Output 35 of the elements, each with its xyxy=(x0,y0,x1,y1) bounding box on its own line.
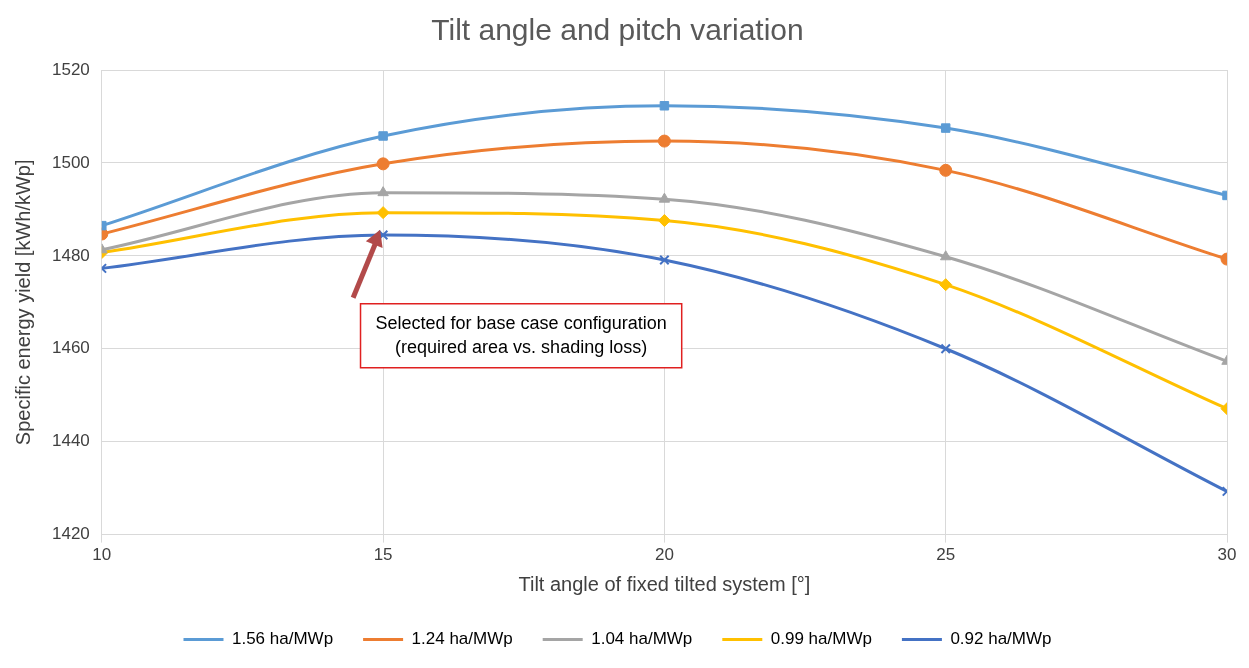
x-tick-label: 25 xyxy=(936,545,956,565)
legend-label: 1.04 ha/MWp xyxy=(591,629,693,649)
point xyxy=(657,214,671,228)
annotation: Selected for base case configuration (required area vs. shading loss) xyxy=(375,312,667,357)
x-tick-label: 10 xyxy=(92,545,112,565)
legend-label: 1.24 ha/MWp xyxy=(411,629,513,649)
legend-label: 0.92 ha/MWp xyxy=(950,629,1052,649)
point xyxy=(376,206,390,220)
y-tick-label: 1460 xyxy=(51,338,90,358)
point xyxy=(377,186,389,197)
x-tick-label: 15 xyxy=(373,545,393,565)
x-axis-title: Tilt angle of fixed tilted system [°] xyxy=(518,572,811,595)
point xyxy=(940,123,951,133)
y-tick-label: 1500 xyxy=(51,152,90,172)
point xyxy=(378,131,388,141)
chart-title: Tilt angle and pitch variation xyxy=(431,13,804,47)
legend-label: 1.56 ha/MWp xyxy=(231,629,334,649)
point xyxy=(659,254,670,266)
y-tick-label: 1440 xyxy=(51,431,90,451)
point xyxy=(659,101,670,111)
legend-label: 0.99 ha/MWp xyxy=(770,629,872,649)
point xyxy=(658,192,671,203)
point xyxy=(939,163,953,177)
point xyxy=(940,343,951,354)
point xyxy=(939,278,953,292)
y-tick-label: 1420 xyxy=(51,524,90,544)
point xyxy=(940,250,952,261)
y-tick-label: 1480 xyxy=(51,245,90,265)
point xyxy=(377,229,389,241)
x-tick-label: 20 xyxy=(654,545,674,565)
y-axis-title: Specific energy yield [kWh/kWp] xyxy=(11,159,34,446)
y-tick-label: 1520 xyxy=(51,59,90,79)
point xyxy=(657,134,671,148)
x-tick-label: 30 xyxy=(1217,545,1237,565)
point xyxy=(376,157,390,171)
